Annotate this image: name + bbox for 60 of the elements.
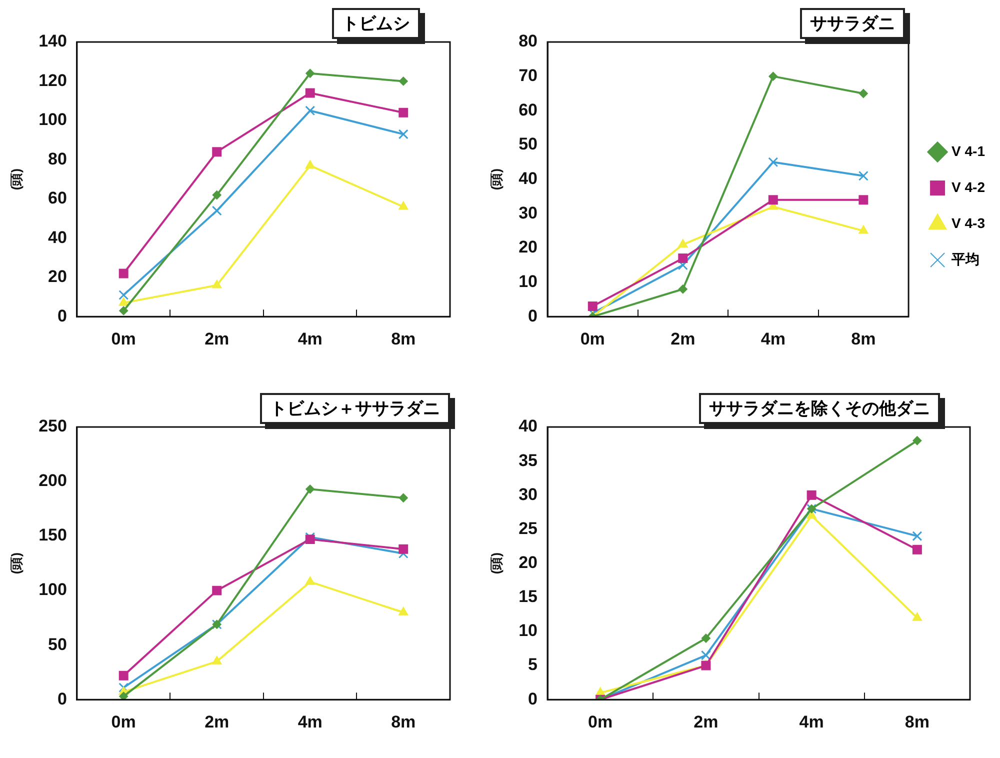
y-tick-label: 30 — [518, 484, 538, 504]
y-tick-label: 70 — [518, 66, 538, 86]
y-tick-label: 140 — [38, 32, 67, 51]
y-tick-label: 35 — [518, 450, 538, 470]
y-tick-label: 40 — [48, 228, 67, 247]
legend-label: V 4-3 — [952, 214, 986, 231]
y-tick-label: 80 — [48, 149, 67, 168]
x-tick-label: 0m — [111, 712, 136, 732]
y-tick-label: 250 — [38, 416, 67, 436]
legend-label: 平均 — [950, 250, 980, 267]
x-tick-label: 0m — [580, 329, 605, 348]
y-tick-label: 0 — [528, 306, 538, 326]
y-tick-label: 100 — [38, 580, 67, 600]
x-tick-label: 2m — [204, 329, 230, 348]
x-tick-label: 8m — [851, 329, 876, 348]
y-tick-label: 15 — [518, 587, 538, 606]
x-tick-label: 0m — [111, 329, 136, 348]
x-tick-label: 4m — [799, 712, 824, 732]
y-tick-label: 0 — [528, 689, 538, 708]
y-axis-title: (頭) — [8, 168, 24, 190]
chart-title: ササラダニ — [800, 8, 905, 39]
y-axis-title: (頭) — [488, 552, 504, 574]
chart-title: トビムシ — [332, 8, 420, 39]
x-tick-label: 8m — [391, 712, 416, 732]
y-tick-label: 10 — [518, 272, 538, 291]
x-tick-label: 4m — [298, 329, 322, 348]
y-tick-label: 0 — [57, 306, 67, 326]
y-tick-label: 10 — [518, 621, 538, 640]
y-tick-label: 50 — [518, 134, 538, 154]
x-tick-label: 4m — [760, 329, 786, 348]
y-axis-title: (頭) — [488, 168, 504, 190]
y-tick-label: 150 — [38, 526, 67, 545]
x-tick-label: 8m — [904, 712, 930, 732]
y-tick-label: 50 — [48, 634, 67, 654]
x-tick-label: 2m — [204, 712, 230, 732]
legend-label: V 4-1 — [952, 142, 986, 159]
y-tick-label: 100 — [38, 110, 67, 130]
x-tick-label: 4m — [298, 712, 322, 732]
y-tick-label: 40 — [518, 416, 538, 436]
y-tick-label: 20 — [518, 552, 538, 572]
x-tick-label: 2m — [670, 329, 696, 348]
y-tick-label: 0 — [57, 689, 67, 708]
legend-label: V 4-2 — [952, 178, 986, 195]
x-tick-label: 0m — [588, 712, 613, 732]
y-tick-label: 60 — [48, 188, 67, 208]
y-tick-label: 200 — [38, 471, 67, 490]
y-tick-label: 30 — [518, 203, 538, 222]
y-tick-label: 40 — [518, 168, 538, 188]
chart-title: ササラダニを除くその他ダニ — [699, 393, 940, 424]
y-tick-label: 25 — [518, 518, 538, 538]
y-tick-label: 5 — [528, 655, 538, 674]
y-tick-label: 80 — [518, 32, 538, 51]
y-tick-label: 120 — [38, 70, 67, 90]
x-tick-label: 2m — [694, 712, 718, 732]
y-tick-label: 20 — [48, 267, 67, 286]
y-axis-title: (頭) — [8, 552, 24, 574]
y-tick-label: 20 — [518, 238, 538, 257]
y-tick-label: 60 — [518, 100, 538, 120]
chart-title: トビムシ＋ササラダニ — [260, 393, 450, 424]
x-tick-label: 8m — [391, 329, 416, 348]
